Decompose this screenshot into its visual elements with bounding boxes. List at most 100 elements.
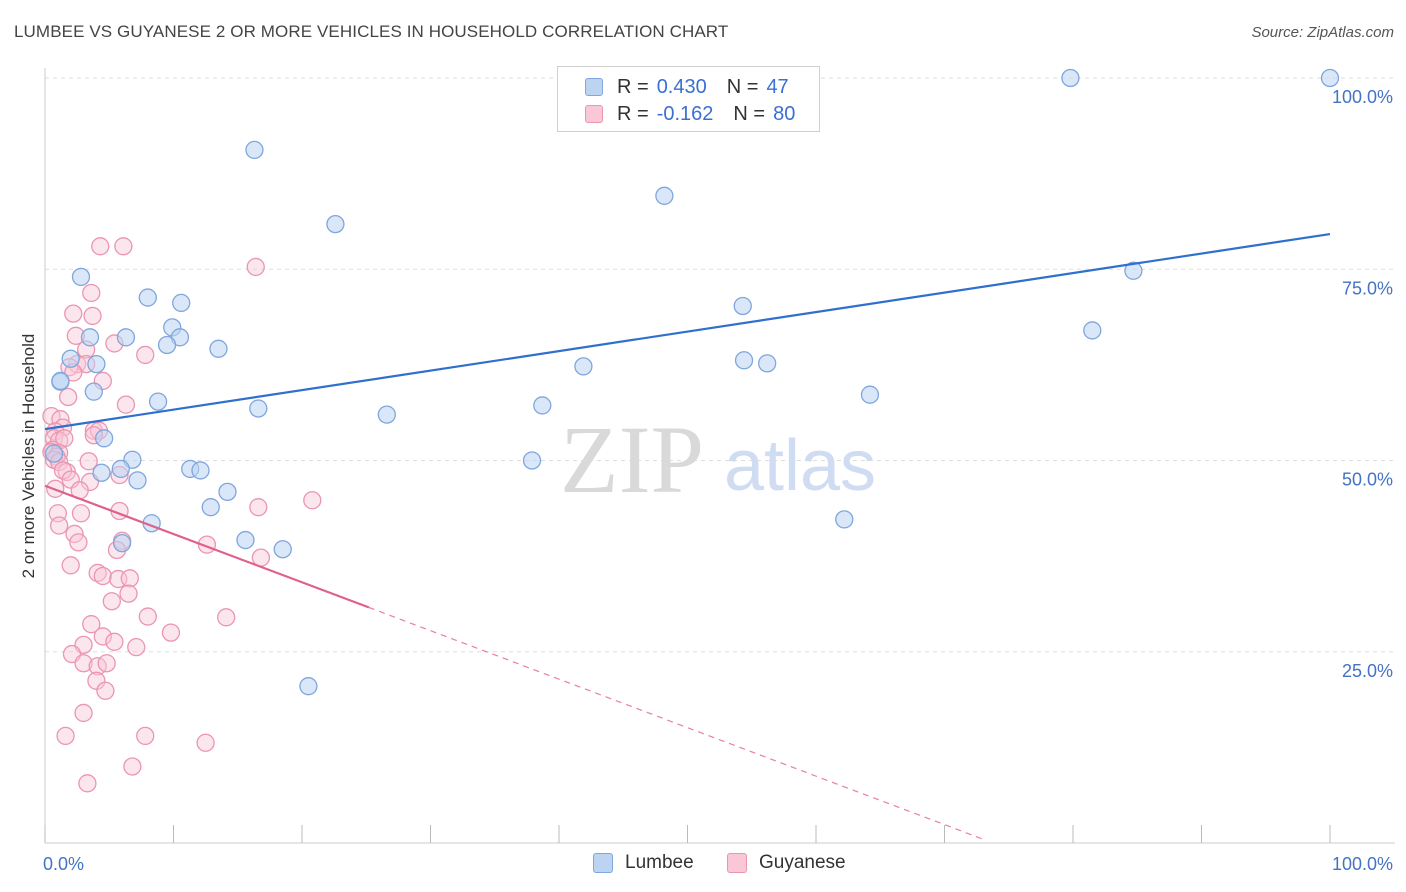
lumbee-point: [148, 392, 168, 411]
guyanese-point: [93, 566, 112, 586]
guyanese-point: [102, 592, 121, 611]
lumbee-point: [734, 351, 754, 370]
lumbee-trend-line: [44, 232, 1331, 431]
guyanese-point: [96, 681, 115, 700]
lumbee-point: [87, 354, 106, 374]
guyanese-point: [114, 237, 133, 256]
stats-legend: R = 0.430 N = 47 R = -0.162 N = 80: [557, 66, 820, 132]
lumbee-point: [172, 293, 191, 313]
source-credit: Source: ZipAtlas.com: [1251, 24, 1394, 41]
lumbee-point: [758, 354, 777, 373]
legend-r-label: R =: [617, 75, 649, 98]
lumbee-point: [1124, 261, 1143, 280]
y-tick-label: 25.0%: [1342, 661, 1393, 681]
legend-r-value: -0.162: [656, 102, 714, 125]
legend-r-value: 0.430: [656, 75, 707, 98]
guyanese-point: [74, 654, 93, 673]
guyanese-points: [42, 237, 322, 793]
guyanese-point: [120, 569, 139, 588]
lumbee-point: [733, 296, 752, 316]
guyanese-point: [123, 757, 142, 776]
y-tick-labels: 25.0% 50.0% 75.0% 100.0%: [1332, 87, 1393, 681]
guyanese-point: [249, 498, 268, 517]
lumbee-point: [71, 267, 91, 287]
lumbee-point: [245, 140, 264, 160]
lumbee-point: [835, 510, 854, 529]
legend-item-lumbee[interactable]: Lumbee: [593, 852, 694, 874]
guyanese-point: [82, 615, 101, 634]
lumbee-point: [218, 482, 237, 502]
lumbee-point: [209, 339, 228, 358]
guyanese-point: [83, 306, 102, 326]
guyanese-point: [105, 632, 124, 651]
lumbee-point: [860, 385, 880, 404]
guyanese-trend-extension: [368, 606, 984, 840]
y-axis-label: 2 or more Vehicles in Household: [19, 334, 38, 579]
grid-lines: [45, 77, 1395, 653]
lumbee-point: [111, 459, 130, 479]
legend-label-lumbee: Lumbee: [625, 852, 694, 873]
guyanese-point: [78, 774, 97, 793]
lumbee-point: [236, 530, 255, 550]
lumbee-points: [44, 68, 1340, 696]
y-tick-label: 75.0%: [1342, 278, 1393, 298]
guyanese-point: [246, 257, 265, 277]
lumbee-point: [191, 461, 210, 480]
y-tick-label: 50.0%: [1342, 470, 1393, 490]
guyanese-point: [61, 556, 80, 575]
lumbee-point: [1320, 68, 1340, 88]
legend-n-value: 47: [766, 75, 789, 98]
lumbee-point: [1083, 321, 1102, 340]
lumbee-point: [299, 677, 318, 696]
guyanese-point: [91, 237, 110, 256]
guyanese-point: [97, 654, 116, 673]
guyanese-point: [58, 387, 78, 407]
guyanese-point: [136, 345, 155, 365]
guyanese-point: [82, 283, 101, 303]
lumbee-swatch: [593, 853, 613, 873]
guyanese-point: [217, 608, 236, 627]
guyanese-swatch: [585, 105, 603, 123]
legend-r-label: R =: [617, 102, 649, 125]
guyanese-point: [161, 623, 181, 642]
lumbee-point: [84, 382, 103, 401]
lumbee-point: [94, 429, 114, 448]
lumbee-point: [80, 328, 100, 347]
lumbee-point: [273, 540, 292, 559]
lumbee-point: [522, 451, 542, 470]
guyanese-point: [88, 563, 107, 583]
lumbee-point: [61, 349, 80, 368]
guyanese-point: [196, 733, 215, 752]
guyanese-point: [74, 703, 93, 723]
legend-label-guyanese: Guyanese: [759, 852, 846, 873]
guyanese-trend-line: [44, 484, 370, 609]
legend-item-guyanese[interactable]: Guyanese: [727, 852, 846, 874]
x-tick-label: 0.0%: [43, 854, 84, 874]
lumbee-point: [326, 214, 345, 234]
guyanese-point: [71, 504, 91, 523]
y-tick-label: 100.0%: [1332, 87, 1393, 107]
guyanese-swatch: [727, 853, 747, 873]
lumbee-point: [1061, 68, 1080, 88]
guyanese-point: [116, 395, 136, 414]
lumbee-point: [655, 186, 674, 205]
watermark-zip: ZIP: [560, 406, 704, 513]
guyanese-point: [119, 584, 138, 603]
legend-row-guyanese: R = -0.162 N = 80: [558, 100, 795, 128]
lumbee-point: [116, 328, 136, 347]
lumbee-swatch: [585, 78, 603, 96]
guyanese-point: [69, 533, 88, 552]
series-legend: Lumbee Guyanese: [0, 852, 1406, 878]
legend-n-label: N =: [726, 75, 759, 98]
lumbee-point: [51, 371, 70, 391]
trend-lines: [44, 232, 1331, 840]
axes: [44, 68, 1395, 844]
guyanese-point: [127, 638, 146, 657]
guyanese-point: [49, 516, 69, 535]
lumbee-point: [44, 444, 64, 463]
guyanese-point: [56, 726, 75, 746]
guyanese-point: [303, 491, 322, 510]
guyanese-point: [64, 304, 83, 323]
lumbee-point: [533, 396, 552, 415]
